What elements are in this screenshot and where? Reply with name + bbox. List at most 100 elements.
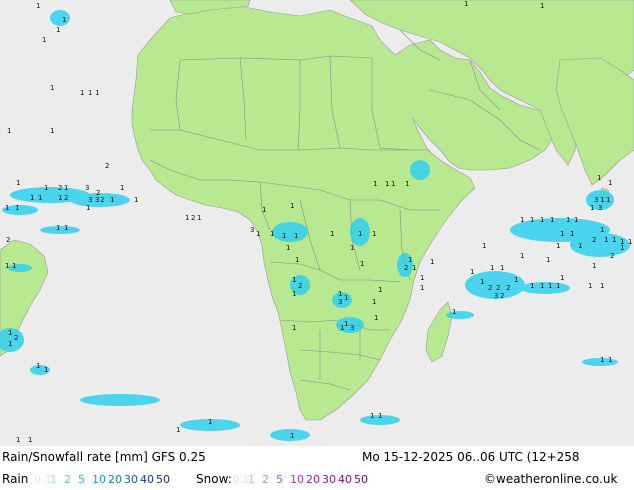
snow-leg-item: 30 (322, 473, 336, 486)
snow-leg-item: 2 (262, 473, 269, 486)
precip-value-label: 1 (16, 179, 20, 187)
precip-value-label: 1 (290, 432, 294, 440)
precip-value-label: 1 (500, 264, 504, 272)
precip-value-label: 1 (350, 244, 354, 252)
precip-value-label: 1 (540, 216, 544, 224)
country-borders (149, 29, 541, 391)
precip-value-label: 1 (600, 226, 604, 234)
precip-value-label: 1 (8, 340, 12, 348)
precip-value-label: 1 (600, 196, 604, 204)
precip-value-label: 1 (44, 184, 48, 192)
precip-value-label: 1 (16, 436, 20, 444)
precip-value-label: 1 (86, 204, 90, 212)
precip-value-label: 1 (110, 196, 114, 204)
land-madagascar (425, 301, 453, 363)
rain-leg-item: 40 (140, 473, 154, 486)
precip-value-label: 1 (290, 202, 294, 210)
precip-value-label: 3 (494, 292, 498, 300)
precip-value-label: 1 (38, 194, 42, 202)
snow-leg-item: 0.1 (232, 473, 250, 486)
precip-value-label: 1 (405, 180, 409, 188)
precip-value-label: 2 (488, 284, 492, 292)
rain-leg-item: 1 (50, 473, 57, 486)
precip-value-label: 1 (548, 282, 552, 290)
precip-value-label: 1 (608, 356, 612, 364)
precip-value-label: 1 (490, 264, 494, 272)
precip-value-label: 3 (88, 196, 92, 204)
precip-value-label: 1 (286, 244, 290, 252)
rain-leg-item: 5 (78, 473, 85, 486)
precip-value-label: 1 (470, 268, 474, 276)
precip-value-label: 2 (191, 214, 195, 222)
precip-value-label: 2 (298, 282, 302, 290)
precip-value-label: 1 (344, 320, 348, 328)
precip-value-label: 1 (520, 252, 524, 260)
precip-value-label: 1 (550, 216, 554, 224)
precip-value-label: 1 (330, 230, 334, 238)
land-india (555, 57, 634, 186)
precip-value-label: 1 (134, 196, 138, 204)
rain-leg-item: 0.1 (34, 473, 52, 486)
rain-label: Rain (2, 472, 29, 486)
map-title: Rain/Snowfall rate [mm] GFS 0.25 (2, 450, 206, 464)
precip-value-label: 1 (570, 230, 574, 238)
precip-value-label: 1 (597, 174, 601, 182)
precip-value-label: 1 (358, 230, 362, 238)
precip-value-label: 1 (514, 276, 518, 284)
precip-value-label: 1 (374, 314, 378, 322)
precip-value-label: 1 (608, 179, 612, 187)
precip-value-label: 1 (64, 224, 68, 232)
precip-value-label: 1 (294, 232, 298, 240)
precip-value-label: 1 (80, 89, 84, 97)
precip-value-label: 1 (540, 2, 544, 10)
snow-leg-item: 40 (338, 473, 352, 486)
precip-value-label: 1 (482, 242, 486, 250)
snow-label: Snow: (196, 472, 232, 486)
precip-value-label: 1 (620, 244, 624, 252)
precip-value-label: 2 (500, 292, 504, 300)
precip-value-label: 1 (292, 290, 296, 298)
precip-value-label: 1 (12, 262, 16, 270)
precip-value-label: 1 (340, 324, 344, 332)
precip-value-label: 1 (62, 16, 66, 24)
precip-value-label: 1 (120, 184, 124, 192)
precip-value-label: 1 (566, 216, 570, 224)
rain-leg-item: 20 (108, 473, 122, 486)
precip-value-label: 2 (506, 284, 510, 292)
land-africa-arabia (131, 5, 561, 421)
rain-leg-item: 50 (156, 473, 170, 486)
snow-leg-item: 50 (354, 473, 368, 486)
precip-value-label: 1 (292, 324, 296, 332)
snow-leg-item: 5 (276, 473, 283, 486)
precip-value-label: 1 (30, 194, 34, 202)
precip-value-label: 1 (480, 278, 484, 286)
precip-value-label: 1 (452, 308, 456, 316)
snow-leg-item: 20 (306, 473, 320, 486)
credit-text: ©weatheronline.co.uk (484, 472, 618, 486)
precip-value-label: 1 (295, 256, 299, 264)
precip-value-label: 1 (546, 256, 550, 264)
precip-value-label: 1 (28, 436, 32, 444)
precip-value-label: 1 (88, 89, 92, 97)
precip-value-label: 1 (338, 290, 342, 298)
precip-value-label: 1 (372, 230, 376, 238)
precip-value-label: 3 (598, 204, 602, 212)
precip-value-label: 1 (36, 362, 40, 370)
snow-leg-item: 10 (290, 473, 304, 486)
precip-value-label: 2 (100, 196, 104, 204)
precip-value-label: 1 (56, 224, 60, 232)
precip-value-label: 1 (430, 258, 434, 266)
rain-leg-item: 10 (92, 473, 106, 486)
precip-value-label: 1 (44, 366, 48, 374)
precip-value-label: 1 (600, 282, 604, 290)
precip-value-label: 1 (15, 204, 19, 212)
precip-value-label: 2 (6, 236, 10, 244)
precip-value-label: 1 (64, 184, 68, 192)
rain-leg-item: 30 (124, 473, 138, 486)
precip-value-label: 1 (176, 426, 180, 434)
map-datetime: Mo 15-12-2025 06..06 UTC (12+258 (362, 450, 580, 464)
precip-value-label: 1 (628, 238, 632, 246)
precip-value-label: 1 (530, 282, 534, 290)
